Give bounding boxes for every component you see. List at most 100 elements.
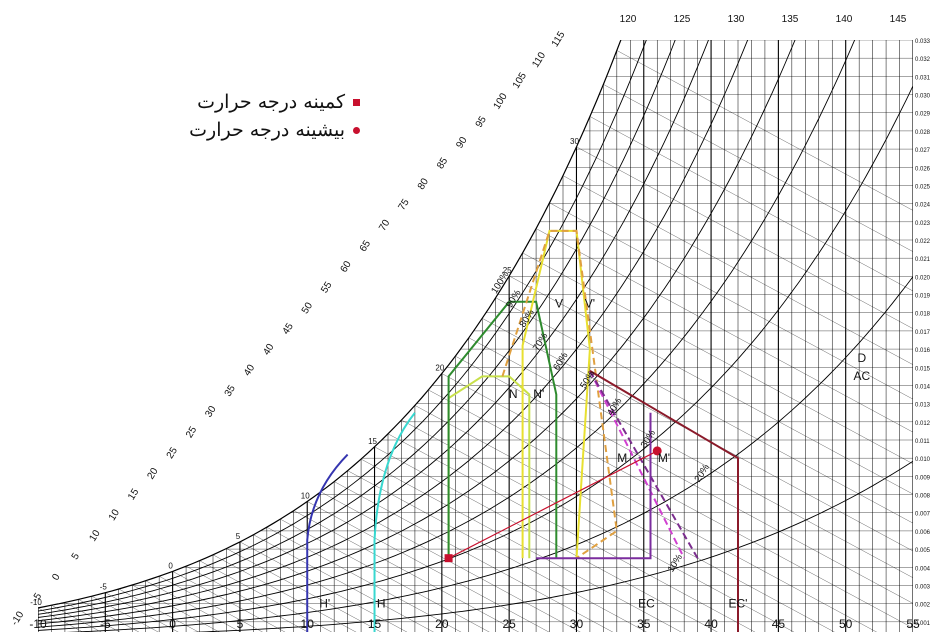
zone-label-N: N bbox=[509, 387, 518, 401]
legend-item-min-temp: کمینه درجه حرارت bbox=[130, 88, 360, 116]
wet-bulb-line bbox=[603, 84, 913, 252]
wet-bulb-line bbox=[212, 554, 357, 632]
wet-bulb-line bbox=[468, 337, 913, 578]
x-tick-label: 45 bbox=[772, 617, 786, 631]
zone-label-H: H bbox=[377, 596, 386, 610]
wet-bulb-line bbox=[91, 596, 159, 632]
wet-bulb-line bbox=[38, 607, 83, 632]
wet-bulb-line bbox=[64, 602, 120, 632]
rh-label: 60% bbox=[551, 350, 571, 372]
zone-label-M-prime: M' bbox=[658, 451, 670, 465]
y-tick-label: 0.001 bbox=[915, 621, 931, 627]
y-tick-label: 0.017 bbox=[915, 330, 931, 336]
zone-EC-prime-boundary bbox=[589, 370, 739, 632]
wet-bulb-line bbox=[509, 275, 913, 495]
diagonal-scale-label: 75 bbox=[396, 197, 411, 213]
saturation-temp-label: 20 bbox=[435, 364, 444, 373]
legend-item-max-temp: بیشینه درجه حرارت bbox=[130, 116, 360, 144]
y-tick-label: 0.032 bbox=[915, 57, 931, 63]
top-scale-label: 120 bbox=[620, 14, 637, 25]
saturation-temp-label: 25 bbox=[503, 266, 512, 275]
x-tick-label: 15 bbox=[368, 617, 382, 631]
y-tick-label: 0.031 bbox=[915, 75, 931, 81]
wet-bulb-line bbox=[414, 405, 835, 632]
y-tick-label: 0.022 bbox=[915, 239, 931, 245]
top-scale-label: 135 bbox=[782, 14, 799, 25]
wet-bulb-line bbox=[145, 580, 241, 632]
diagonal-scale-label: 40 bbox=[261, 342, 276, 358]
diagonal-scale-label: 100 bbox=[492, 91, 510, 111]
diagonal-scale-label: 25 bbox=[165, 445, 180, 461]
wet-bulb-line bbox=[482, 318, 913, 552]
y-tick-label: 0.014 bbox=[915, 384, 931, 390]
y-tick-label: 0.033 bbox=[915, 39, 931, 45]
max-temp-marker bbox=[652, 446, 662, 456]
diagonal-scale-label: 90 bbox=[454, 135, 469, 151]
wet-bulb-line bbox=[280, 519, 490, 632]
zone-H-boundary bbox=[373, 412, 416, 632]
rh-label: 90% bbox=[504, 287, 524, 309]
wet-bulb-line bbox=[78, 599, 140, 632]
plot-area bbox=[38, 40, 913, 632]
x-tick-label: 50 bbox=[839, 617, 853, 631]
wet-bulb-line bbox=[495, 297, 913, 524]
y-tick-label: 0.028 bbox=[915, 130, 931, 136]
rh-curve bbox=[38, 40, 749, 622]
saturation-temp-label: 0 bbox=[168, 561, 173, 570]
wet-bulb-line bbox=[536, 228, 913, 433]
x-tick-label: 0 bbox=[169, 617, 176, 631]
wet-bulb-line bbox=[576, 146, 913, 329]
diagonal-scale-label: 65 bbox=[358, 238, 373, 254]
x-tick-label: 55 bbox=[906, 617, 920, 631]
diagonal-scale-label: 20 bbox=[145, 466, 160, 482]
y-tick-label: 0.013 bbox=[915, 403, 931, 409]
y-tick-label: 0.005 bbox=[915, 548, 931, 554]
diagonal-scale-label: 15 bbox=[126, 487, 141, 503]
diagonal-scale-label: 25 bbox=[184, 424, 199, 440]
wet-bulb-line bbox=[293, 510, 519, 632]
y-tick-label: 0.008 bbox=[915, 494, 931, 500]
y-tick-label: 0.016 bbox=[915, 348, 931, 354]
saturation-temp-label: -5 bbox=[100, 583, 108, 592]
y-tick-label: 0.004 bbox=[915, 566, 931, 572]
wet-bulb-line bbox=[266, 527, 462, 632]
zone-M-prime-boundary bbox=[589, 370, 699, 559]
y-tick-label: 0.018 bbox=[915, 312, 931, 318]
zone-label-AC: AC bbox=[854, 369, 871, 383]
x-tick-label: 25 bbox=[502, 617, 516, 631]
rh-curve bbox=[38, 40, 676, 615]
diagonal-scale-label: 80 bbox=[416, 176, 431, 192]
y-tick-label: 0.023 bbox=[915, 221, 931, 227]
wet-bulb-line bbox=[334, 481, 613, 632]
wet-bulb-line bbox=[428, 389, 877, 632]
y-tick-label: 0.026 bbox=[915, 166, 931, 172]
diagonal-scale-label: 35 bbox=[223, 383, 238, 399]
wet-bulb-line bbox=[522, 252, 913, 464]
wet-bulb-line bbox=[253, 534, 434, 632]
legend-label-max: بیشینه درجه حرارت bbox=[189, 119, 345, 141]
top-scale-label: 140 bbox=[836, 14, 853, 25]
zone-H-prime-boundary bbox=[306, 453, 349, 632]
zone-M-boundary bbox=[589, 370, 686, 559]
diagonal-scale-label: -10 bbox=[9, 609, 26, 627]
diagonal-scale-label: 50 bbox=[300, 300, 315, 316]
diagonal-scale-label: 60 bbox=[339, 259, 354, 275]
diagonal-scale-label: 5 bbox=[70, 551, 83, 562]
rh-curve bbox=[38, 40, 622, 609]
top-scale-label: 145 bbox=[890, 14, 907, 25]
climate-line bbox=[448, 450, 658, 559]
y-tick-label: 0.020 bbox=[915, 275, 931, 281]
zone-label-EC: EC bbox=[638, 596, 655, 610]
y-tick-label: 0.019 bbox=[915, 294, 931, 300]
wet-bulb-line bbox=[239, 541, 408, 632]
y-tick-label: 0.029 bbox=[915, 112, 931, 118]
wet-bulb-line bbox=[199, 560, 332, 632]
wet-bulb-line bbox=[589, 116, 913, 292]
wet-bulb-line bbox=[118, 588, 199, 632]
wet-bulb-line bbox=[226, 548, 382, 632]
rh-curve bbox=[66, 276, 913, 632]
zone-label-EC-prime: EC' bbox=[729, 596, 748, 610]
zone-label-V: V bbox=[555, 296, 563, 310]
saturation-temp-label: 30 bbox=[570, 137, 579, 146]
legend: کمینه درجه حرارت بیشینه درجه حرارت bbox=[130, 88, 360, 144]
